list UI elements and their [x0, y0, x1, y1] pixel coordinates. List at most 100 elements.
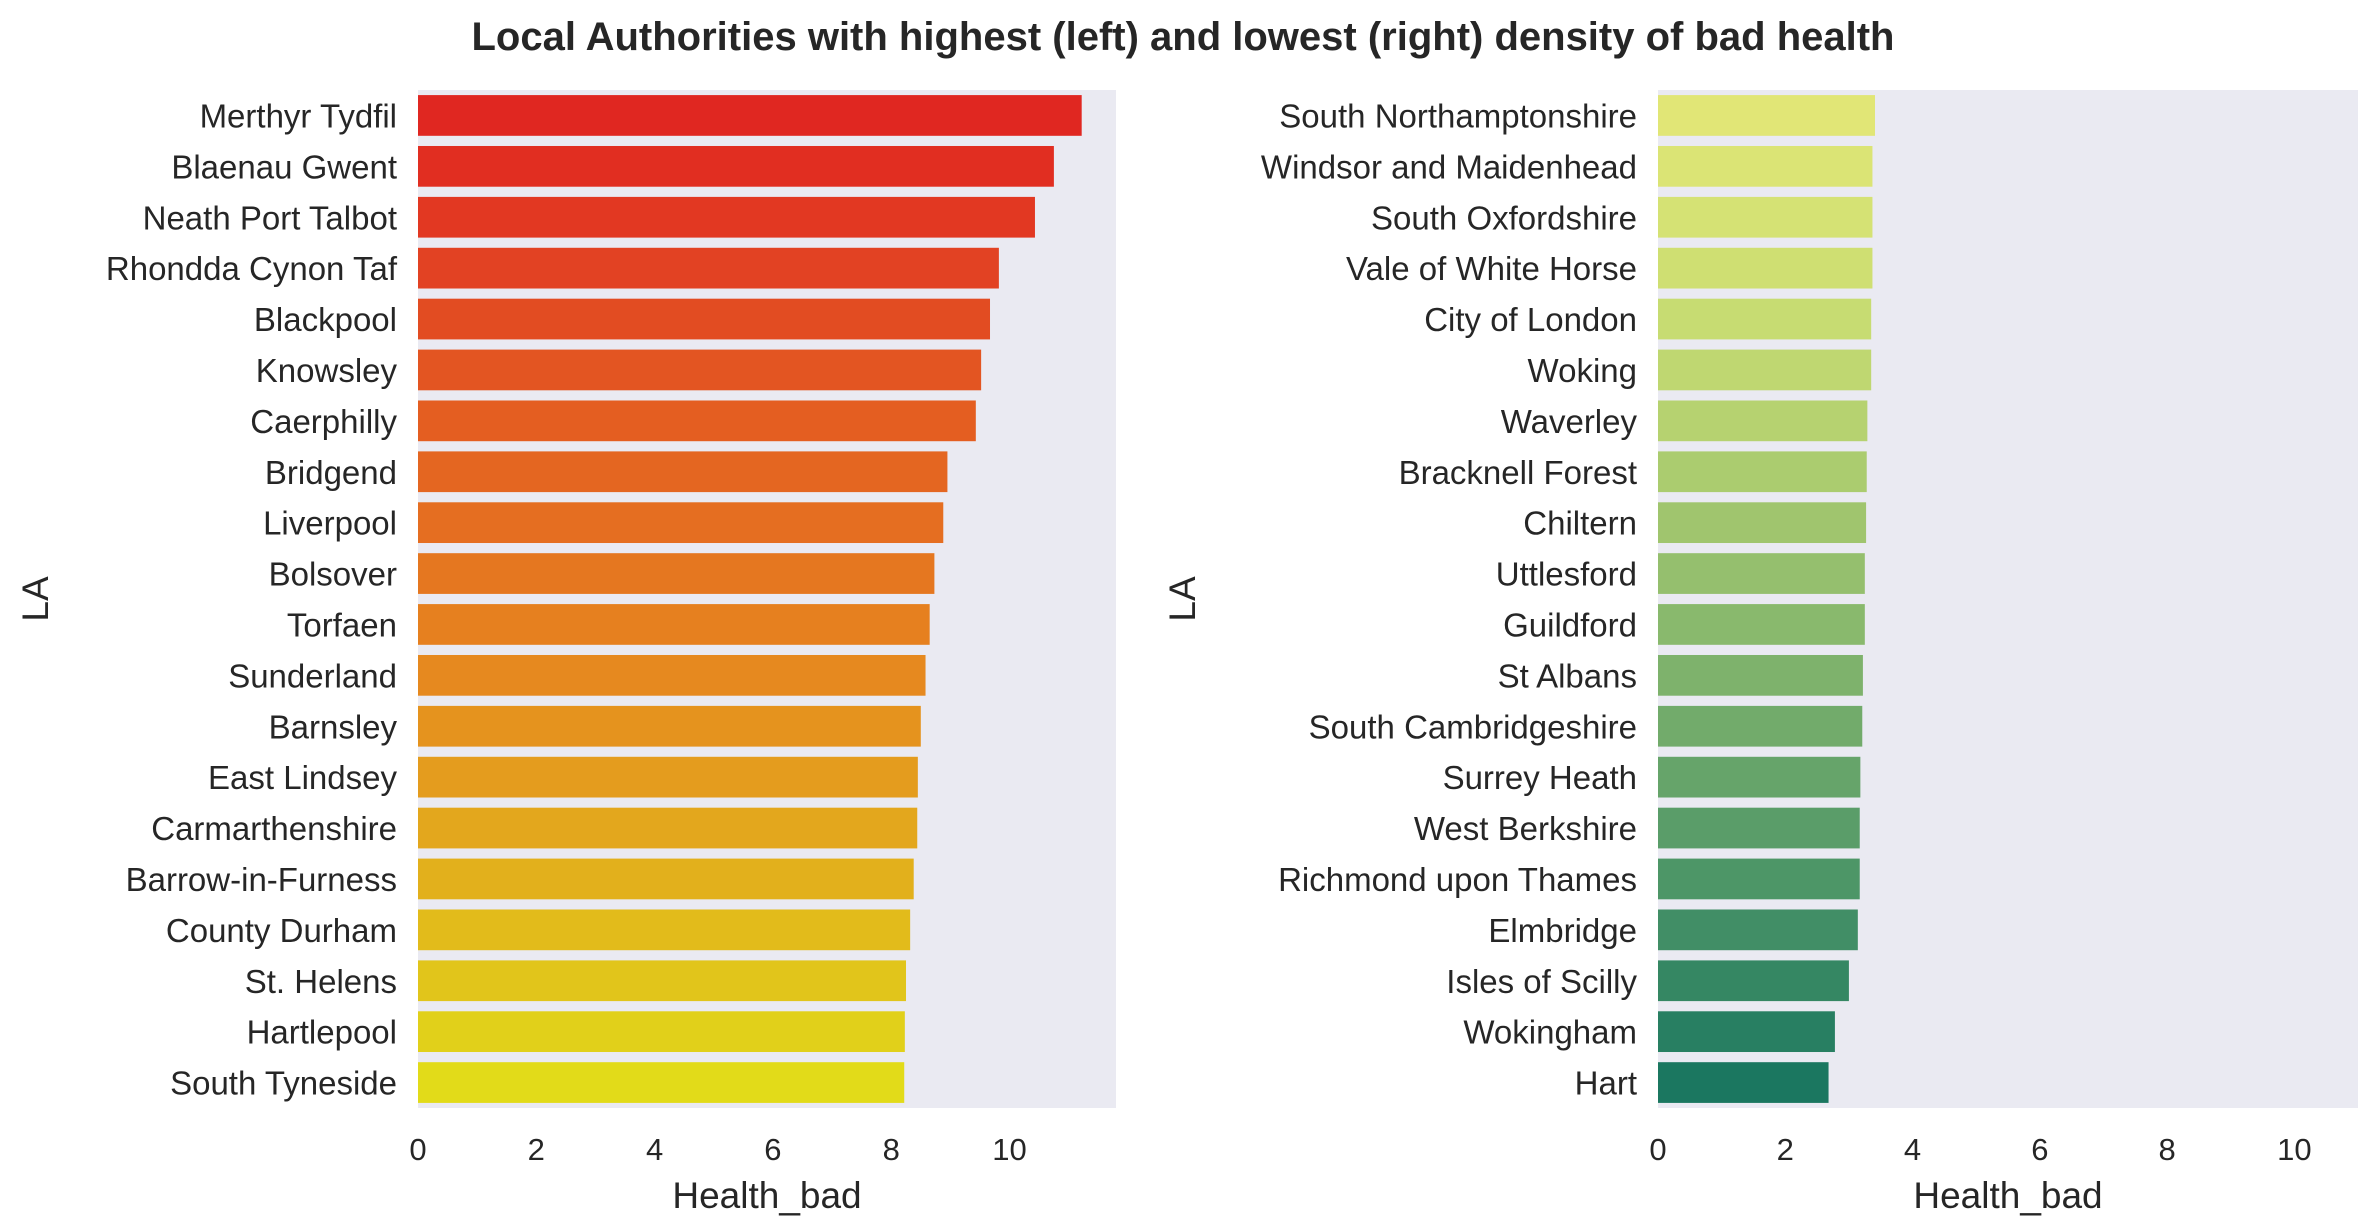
right-bar [1658, 502, 1867, 544]
left-x-tick-label: 4 [646, 1132, 663, 1167]
right-bar [1658, 960, 1849, 1002]
left-bar [418, 95, 1082, 136]
left-category-label: County Durham [166, 912, 397, 949]
left-bar [418, 349, 982, 391]
right-category-label: City of London [1424, 301, 1637, 338]
right-panel: South Northamptonshire Windsor and Maiden… [1162, 90, 2358, 1216]
left-plot-area [418, 90, 1116, 1108]
left-x-tick-label: 8 [883, 1132, 900, 1167]
left-bar [418, 909, 911, 951]
right-category-label: Uttlesford [1496, 556, 1637, 593]
left-category-label: Hartlepool [247, 1014, 397, 1051]
left-x-tick-label: 2 [528, 1132, 545, 1167]
right-bar [1658, 247, 1873, 289]
right-category-label: Waverley [1501, 403, 1638, 440]
left-bar [418, 298, 991, 340]
left-category-label: Liverpool [263, 505, 397, 542]
right-category-label: Chiltern [1523, 505, 1637, 542]
right-bar [1658, 604, 1865, 645]
left-category-label: Blackpool [254, 301, 397, 338]
left-category-label: Rhondda Cynon Taf [106, 250, 398, 287]
right-category-label: South Cambridgeshire [1309, 708, 1637, 745]
left-bar [418, 553, 935, 594]
left-x-tick-labels: 0 2 4 6 8 10 [409, 1132, 1026, 1167]
right-category-label: Woking [1528, 352, 1637, 389]
right-bar [1658, 451, 1867, 493]
right-x-axis-label: Health_bad [1913, 1175, 2102, 1216]
right-bar [1658, 145, 1873, 187]
right-plot-area [1658, 90, 2358, 1108]
right-category-label: Vale of White Horse [1346, 250, 1637, 287]
left-category-label: St. Helens [245, 963, 397, 1000]
chart-title: Local Authorities with highest (left) an… [472, 15, 1895, 59]
left-category-label: Bolsover [269, 556, 397, 593]
left-category-label: Barrow-in-Furness [126, 861, 397, 898]
left-bar [418, 451, 948, 493]
right-bar [1658, 553, 1865, 594]
right-bar [1658, 95, 1875, 136]
left-bar [418, 145, 1054, 187]
left-bar [418, 196, 1035, 238]
right-category-labels: South Northamptonshire Windsor and Maiden… [1261, 97, 1638, 1101]
right-bar [1658, 1062, 1829, 1103]
left-bar [418, 1062, 905, 1103]
left-bar [418, 705, 921, 747]
left-bar [418, 400, 976, 442]
left-bar [418, 502, 944, 544]
left-bars [418, 95, 1082, 1103]
right-category-label: Guildford [1503, 606, 1637, 643]
left-category-label: East Lindsey [208, 759, 397, 796]
left-category-label: South Tyneside [170, 1065, 397, 1102]
left-x-axis-label: Health_bad [672, 1175, 861, 1216]
right-bar [1658, 298, 1872, 340]
right-category-label: Hart [1575, 1065, 1637, 1102]
right-bar [1658, 1011, 1835, 1053]
left-category-label: Bridgend [265, 454, 397, 491]
right-category-label: St Albans [1498, 657, 1637, 694]
left-category-label: Caerphilly [250, 403, 397, 440]
right-category-label: Richmond upon Thames [1278, 861, 1637, 898]
left-x-tick-label: 10 [992, 1132, 1026, 1167]
right-category-label: Surrey Heath [1443, 759, 1637, 796]
left-bar [418, 807, 918, 849]
right-category-label: Isles of Scilly [1446, 963, 1637, 1000]
left-x-tick-label: 6 [764, 1132, 781, 1167]
right-bar [1658, 196, 1873, 238]
left-category-label: Carmarthenshire [151, 810, 397, 847]
left-category-label: Sunderland [228, 657, 397, 694]
right-bar [1658, 400, 1868, 442]
right-category-label: South Northamptonshire [1279, 97, 1637, 134]
right-category-label: Wokingham [1463, 1014, 1637, 1051]
right-y-axis-label: LA [1162, 576, 1203, 622]
left-category-label: Merthyr Tydfil [200, 97, 397, 134]
left-category-label: Blaenau Gwent [171, 148, 397, 185]
left-category-labels: Merthyr Tydfil Blaenau Gwent Neath Port Ta… [106, 97, 398, 1101]
right-x-tick-labels: 0 2 4 6 8 10 [1649, 1132, 2311, 1167]
left-x-tick-label: 0 [409, 1132, 426, 1167]
right-category-label: West Berkshire [1414, 810, 1637, 847]
left-panel: Merthyr Tydfil Blaenau Gwent Neath Port Ta… [15, 90, 1116, 1216]
left-category-label: Knowsley [256, 352, 398, 389]
left-bar [418, 858, 914, 900]
right-x-tick-label: 8 [2158, 1132, 2175, 1167]
right-x-tick-label: 10 [2277, 1132, 2311, 1167]
right-category-label: South Oxfordshire [1371, 199, 1637, 236]
right-bar [1658, 807, 1860, 849]
left-bar [418, 1011, 905, 1053]
right-category-label: Windsor and Maidenhead [1261, 148, 1637, 185]
left-bar [418, 960, 907, 1002]
right-x-tick-label: 4 [1904, 1132, 1921, 1167]
left-bar [418, 247, 999, 289]
right-x-tick-label: 6 [2031, 1132, 2048, 1167]
right-x-tick-label: 2 [1777, 1132, 1794, 1167]
right-bar [1658, 858, 1860, 900]
left-bar [418, 756, 918, 798]
right-category-label: Elmbridge [1488, 912, 1637, 949]
right-bars [1658, 95, 1875, 1103]
right-bar [1658, 909, 1858, 951]
left-category-label: Torfaen [287, 606, 397, 643]
right-bar [1658, 349, 1872, 391]
right-bar [1658, 654, 1863, 696]
right-bar [1658, 705, 1863, 747]
